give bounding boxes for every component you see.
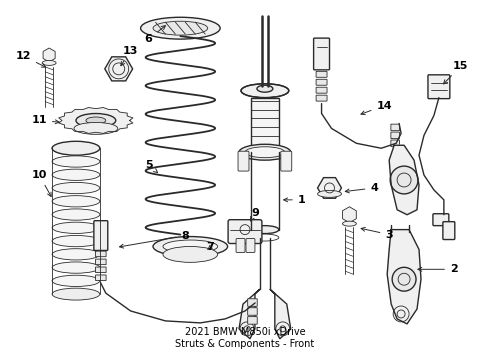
Ellipse shape (74, 122, 118, 134)
Text: 11: 11 (31, 116, 59, 126)
Ellipse shape (343, 221, 356, 226)
Ellipse shape (52, 156, 100, 167)
Text: 13: 13 (121, 46, 138, 66)
Circle shape (390, 166, 418, 194)
FancyBboxPatch shape (428, 75, 450, 99)
Ellipse shape (241, 84, 289, 98)
FancyBboxPatch shape (391, 140, 399, 147)
Ellipse shape (251, 226, 279, 234)
Ellipse shape (52, 143, 100, 154)
FancyBboxPatch shape (247, 299, 257, 306)
Ellipse shape (52, 262, 100, 273)
Ellipse shape (153, 21, 208, 35)
FancyBboxPatch shape (247, 317, 257, 324)
Ellipse shape (239, 144, 291, 160)
Ellipse shape (251, 234, 279, 241)
Polygon shape (389, 145, 419, 215)
Ellipse shape (163, 247, 218, 262)
Text: 10: 10 (31, 170, 51, 197)
Ellipse shape (141, 17, 220, 39)
FancyBboxPatch shape (228, 220, 262, 243)
Ellipse shape (52, 275, 100, 287)
Text: 1: 1 (284, 195, 306, 205)
Ellipse shape (52, 195, 100, 207)
Ellipse shape (52, 141, 100, 155)
FancyBboxPatch shape (433, 214, 449, 226)
Text: 3: 3 (361, 228, 393, 239)
Text: 12: 12 (16, 51, 46, 67)
Ellipse shape (52, 222, 100, 233)
FancyBboxPatch shape (391, 124, 399, 131)
Text: 5: 5 (145, 160, 158, 173)
Polygon shape (387, 230, 421, 324)
FancyBboxPatch shape (316, 79, 327, 85)
FancyBboxPatch shape (391, 132, 399, 139)
FancyBboxPatch shape (96, 267, 106, 273)
FancyBboxPatch shape (251, 98, 279, 152)
Text: 15: 15 (443, 61, 468, 84)
Polygon shape (59, 108, 133, 134)
Text: 14: 14 (361, 100, 392, 114)
Ellipse shape (153, 237, 227, 256)
Ellipse shape (52, 209, 100, 220)
Ellipse shape (76, 113, 116, 127)
FancyBboxPatch shape (247, 308, 257, 315)
Ellipse shape (52, 288, 100, 300)
FancyBboxPatch shape (281, 151, 292, 171)
FancyBboxPatch shape (316, 87, 327, 93)
Text: 9: 9 (250, 208, 259, 221)
Ellipse shape (245, 147, 285, 158)
FancyBboxPatch shape (246, 239, 255, 252)
FancyBboxPatch shape (236, 239, 245, 252)
FancyBboxPatch shape (238, 151, 249, 171)
Ellipse shape (163, 240, 218, 253)
FancyBboxPatch shape (96, 251, 106, 257)
Text: 4: 4 (345, 183, 378, 193)
FancyBboxPatch shape (96, 275, 106, 280)
FancyBboxPatch shape (316, 95, 327, 101)
Polygon shape (239, 289, 260, 339)
Circle shape (393, 306, 409, 322)
Ellipse shape (52, 249, 100, 260)
Polygon shape (270, 289, 291, 339)
Circle shape (392, 267, 416, 291)
Text: 8: 8 (120, 230, 189, 248)
Ellipse shape (257, 85, 273, 92)
Ellipse shape (52, 183, 100, 194)
Ellipse shape (42, 60, 56, 66)
Text: 6: 6 (145, 26, 166, 44)
FancyBboxPatch shape (94, 221, 108, 251)
FancyBboxPatch shape (314, 38, 329, 70)
Text: 2: 2 (418, 264, 458, 274)
Text: 2021 BMW M850i xDrive
Struts & Components - Front: 2021 BMW M850i xDrive Struts & Component… (175, 327, 315, 349)
Ellipse shape (86, 117, 106, 124)
FancyBboxPatch shape (96, 259, 106, 265)
Text: 7: 7 (206, 243, 214, 252)
Ellipse shape (52, 235, 100, 247)
Ellipse shape (52, 169, 100, 180)
Ellipse shape (318, 190, 342, 197)
FancyBboxPatch shape (316, 71, 327, 77)
FancyBboxPatch shape (443, 222, 455, 239)
